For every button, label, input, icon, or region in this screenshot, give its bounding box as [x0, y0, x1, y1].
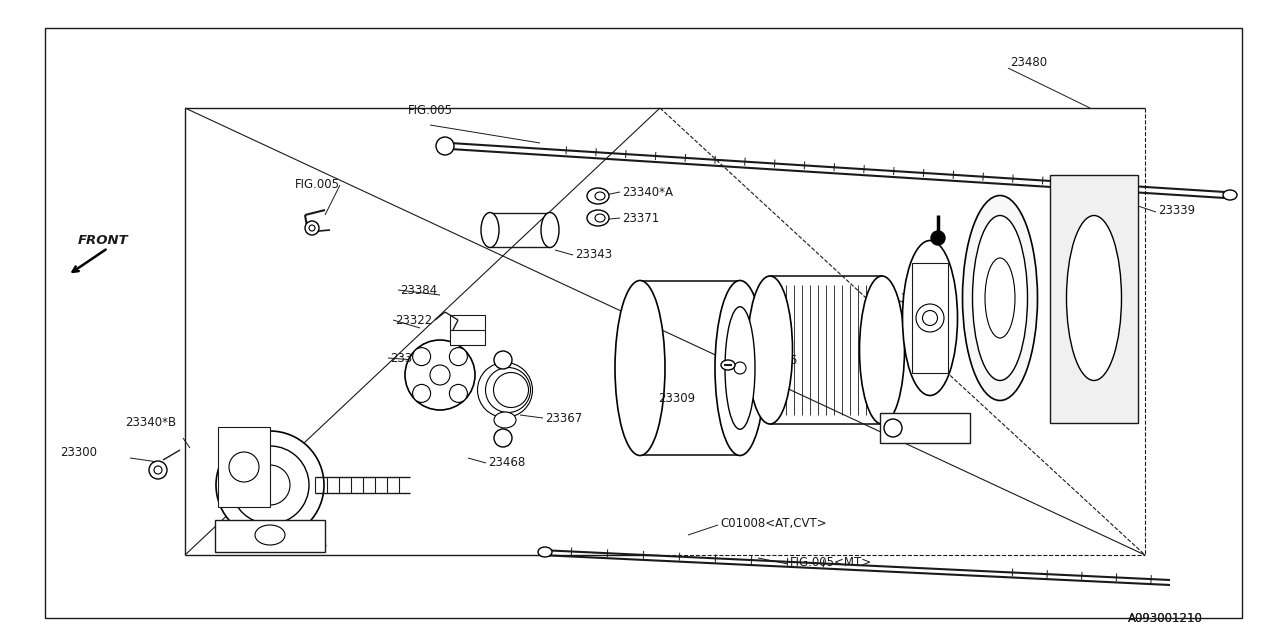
Text: 23337: 23337 — [970, 252, 1007, 264]
Ellipse shape — [430, 365, 451, 385]
Ellipse shape — [255, 525, 285, 545]
Ellipse shape — [614, 280, 666, 456]
Ellipse shape — [485, 367, 530, 413]
Text: 23309: 23309 — [658, 392, 695, 404]
Ellipse shape — [538, 547, 552, 557]
Ellipse shape — [216, 431, 324, 539]
Bar — [881, 413, 970, 443]
Text: 23376: 23376 — [760, 353, 797, 367]
Ellipse shape — [588, 188, 609, 204]
Ellipse shape — [250, 465, 291, 505]
Ellipse shape — [595, 192, 605, 200]
Text: 23310: 23310 — [755, 319, 792, 332]
Text: 23480: 23480 — [1010, 56, 1047, 68]
Ellipse shape — [412, 348, 430, 365]
Ellipse shape — [308, 225, 315, 231]
Text: FRONT: FRONT — [78, 234, 128, 246]
Text: 23340*A: 23340*A — [622, 186, 673, 198]
Text: FIG.005: FIG.005 — [294, 179, 340, 191]
Text: C01008<AT,CVT>: C01008<AT,CVT> — [719, 516, 827, 529]
Bar — [911, 263, 948, 373]
Ellipse shape — [973, 216, 1028, 381]
Text: 23318: 23318 — [291, 538, 328, 552]
Text: 23384: 23384 — [399, 284, 438, 296]
Ellipse shape — [916, 304, 945, 332]
Ellipse shape — [902, 241, 957, 396]
Text: FIG.005<MT>: FIG.005<MT> — [790, 556, 872, 568]
Ellipse shape — [148, 461, 166, 479]
Ellipse shape — [588, 210, 609, 226]
Ellipse shape — [404, 340, 475, 410]
Text: A093001210: A093001210 — [1128, 611, 1203, 625]
Ellipse shape — [716, 280, 765, 456]
Text: 23340*B: 23340*B — [125, 415, 177, 429]
Ellipse shape — [986, 258, 1015, 338]
Ellipse shape — [541, 212, 559, 248]
Ellipse shape — [931, 231, 945, 245]
Circle shape — [494, 351, 512, 369]
Text: 23351: 23351 — [909, 422, 946, 435]
Ellipse shape — [923, 310, 937, 326]
Text: 23312: 23312 — [390, 351, 428, 365]
Ellipse shape — [1066, 216, 1121, 381]
Ellipse shape — [305, 221, 319, 235]
Ellipse shape — [477, 362, 532, 417]
Text: 23351: 23351 — [933, 422, 970, 435]
Text: FIG.005: FIG.005 — [407, 104, 453, 116]
Ellipse shape — [748, 276, 792, 424]
Bar — [1050, 175, 1138, 423]
Text: 23468: 23468 — [488, 456, 525, 470]
Text: 23371: 23371 — [622, 211, 659, 225]
Ellipse shape — [449, 348, 467, 365]
Ellipse shape — [230, 446, 308, 524]
Bar — [218, 427, 270, 507]
Circle shape — [884, 419, 902, 437]
Ellipse shape — [412, 385, 430, 403]
Ellipse shape — [963, 195, 1038, 401]
Text: 23339: 23339 — [1158, 204, 1196, 216]
Text: 1: 1 — [499, 355, 507, 365]
Ellipse shape — [229, 452, 259, 482]
Text: 23322: 23322 — [396, 314, 433, 326]
Ellipse shape — [449, 385, 467, 403]
Ellipse shape — [721, 360, 735, 370]
Text: 23367: 23367 — [545, 412, 582, 424]
Bar — [215, 520, 325, 552]
Ellipse shape — [436, 137, 454, 155]
Text: 23330: 23330 — [900, 291, 937, 305]
Text: 23300: 23300 — [60, 445, 97, 458]
Bar — [451, 315, 485, 345]
Ellipse shape — [595, 214, 605, 222]
Ellipse shape — [494, 372, 529, 408]
Ellipse shape — [481, 212, 499, 248]
Text: 1: 1 — [499, 433, 507, 443]
Ellipse shape — [859, 276, 905, 424]
Circle shape — [494, 429, 512, 447]
Ellipse shape — [1222, 190, 1236, 200]
Text: 23343: 23343 — [575, 248, 612, 262]
Ellipse shape — [724, 307, 755, 429]
Text: A093001210: A093001210 — [1128, 611, 1203, 625]
Text: 1: 1 — [890, 423, 896, 433]
Ellipse shape — [154, 466, 163, 474]
Ellipse shape — [733, 362, 746, 374]
Ellipse shape — [494, 412, 516, 428]
